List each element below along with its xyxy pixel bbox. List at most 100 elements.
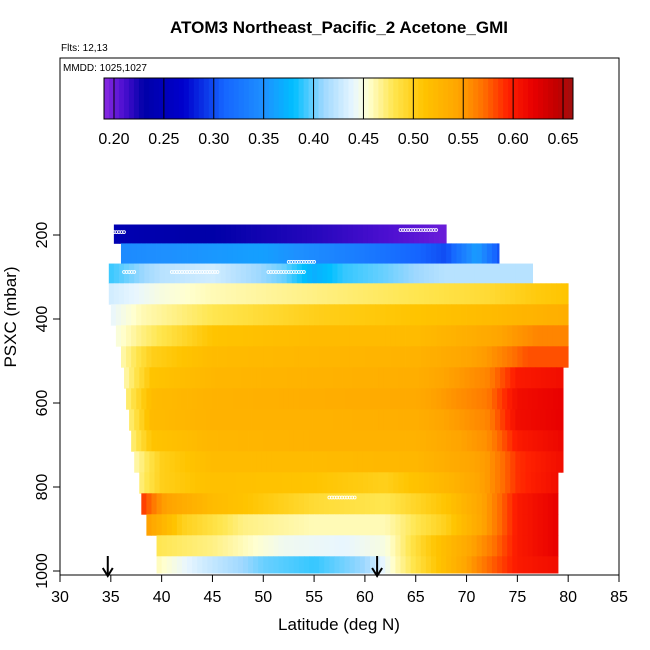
heatmap-cell xyxy=(436,304,442,326)
heatmap-cell xyxy=(202,388,208,410)
heatmap-cell xyxy=(471,430,478,452)
heatmap-cell xyxy=(367,409,374,431)
heatmap-cell xyxy=(347,263,354,284)
heatmap-cell xyxy=(390,493,396,515)
heatmap-cell xyxy=(190,367,196,389)
heatmap-cell xyxy=(192,388,198,410)
heatmap-cell xyxy=(251,451,257,473)
heatmap-cell xyxy=(174,224,181,244)
heatmap-cell xyxy=(322,472,328,494)
heatmap-cell xyxy=(454,409,460,431)
colorbar-cell xyxy=(423,78,429,119)
observation-point xyxy=(302,270,306,274)
heatmap-cell xyxy=(515,367,521,389)
colorbar-cell xyxy=(508,78,514,119)
colorbar-cell xyxy=(358,78,364,119)
heatmap-cell xyxy=(395,304,401,326)
heatmap-cell xyxy=(253,535,259,557)
heatmap-cell xyxy=(342,263,349,284)
heatmap-cell xyxy=(502,493,508,515)
heatmap-cell xyxy=(276,472,282,494)
colorbar-cell xyxy=(563,78,569,119)
colorbar-cell xyxy=(373,78,379,119)
heatmap-cell xyxy=(322,224,328,244)
heatmap-cell xyxy=(207,304,213,326)
heatmap-cell xyxy=(395,535,401,557)
y-tick-label: 1000 xyxy=(34,553,51,589)
heatmap-cell xyxy=(225,367,232,389)
heatmap-cell xyxy=(522,430,528,452)
heatmap-cell xyxy=(373,224,379,244)
heatmap-cell xyxy=(317,224,323,244)
heatmap-cell xyxy=(369,493,376,515)
heatmap-cell xyxy=(413,472,420,494)
heatmap-cell xyxy=(369,535,376,557)
heatmap-cell xyxy=(164,451,171,473)
heatmap-cell xyxy=(136,304,142,326)
heatmap-cell xyxy=(174,472,181,494)
heatmap-cell xyxy=(296,451,303,473)
colorbar-cell xyxy=(398,78,404,119)
heatmap-cell xyxy=(420,514,427,536)
heatmap-cell xyxy=(227,514,234,536)
observation-point xyxy=(352,495,357,500)
colorbar-cell xyxy=(278,78,285,119)
heatmap-cell xyxy=(481,346,488,368)
heatmap-cell xyxy=(156,325,163,347)
heatmap-cell xyxy=(547,493,554,515)
heatmap-cell xyxy=(454,283,460,305)
heatmap-cell xyxy=(476,556,483,574)
heatmap-cell xyxy=(332,224,338,244)
heatmap-cell xyxy=(195,283,201,305)
heatmap-cell xyxy=(547,556,554,574)
heatmap-cell xyxy=(403,451,410,473)
heatmap-cell xyxy=(232,556,239,574)
heatmap-cell xyxy=(306,451,313,473)
heatmap-cell xyxy=(149,224,155,244)
heatmap-cell xyxy=(395,493,401,515)
heatmap-cell xyxy=(359,325,366,347)
heatmap-cell xyxy=(362,409,369,431)
heatmap-cell xyxy=(273,430,279,452)
heatmap-cell xyxy=(491,430,498,452)
heatmap-cell xyxy=(522,493,528,515)
heatmap-cell xyxy=(253,514,259,536)
heatmap-cell xyxy=(517,556,523,574)
heatmap-cell xyxy=(230,409,237,431)
colorbar-cell xyxy=(328,78,335,119)
heatmap-cell xyxy=(266,409,272,431)
heatmap-cell xyxy=(497,556,503,574)
heatmap-cell xyxy=(423,367,430,389)
heatmap-cell xyxy=(329,514,335,536)
heatmap-cell xyxy=(454,367,460,389)
heatmap-cell xyxy=(181,556,188,574)
heatmap-cell xyxy=(339,325,345,347)
latitude-markers xyxy=(101,556,383,578)
heatmap-cell xyxy=(256,451,262,473)
heatmap-cell xyxy=(317,472,323,494)
heatmap-cell xyxy=(298,556,305,574)
heatmap-cell xyxy=(454,451,460,473)
heatmap-cell xyxy=(327,367,333,389)
heatmap-cell xyxy=(466,388,473,410)
heatmap-cell xyxy=(527,304,534,326)
heatmap-cell xyxy=(383,409,389,431)
heatmap-cell xyxy=(552,430,559,452)
heatmap-cell xyxy=(126,346,132,368)
heatmap-cell xyxy=(296,367,303,389)
heatmap-cell xyxy=(207,325,213,347)
heatmap-cell xyxy=(154,409,160,431)
heatmap-cell xyxy=(530,451,537,473)
heatmap-cell xyxy=(227,430,234,452)
colorbar-cell xyxy=(178,78,185,119)
heatmap-cell xyxy=(131,388,137,410)
heatmap-cell xyxy=(164,224,171,244)
heatmap-cell xyxy=(486,346,493,368)
y-tick-label: 800 xyxy=(34,474,51,501)
colorbar-cell xyxy=(378,78,384,119)
heatmap-cell xyxy=(352,283,359,305)
colorbar-cell xyxy=(553,78,559,119)
colorbar-frame xyxy=(103,77,574,120)
heatmap-cell xyxy=(293,388,300,410)
heatmap-cell xyxy=(217,304,224,326)
